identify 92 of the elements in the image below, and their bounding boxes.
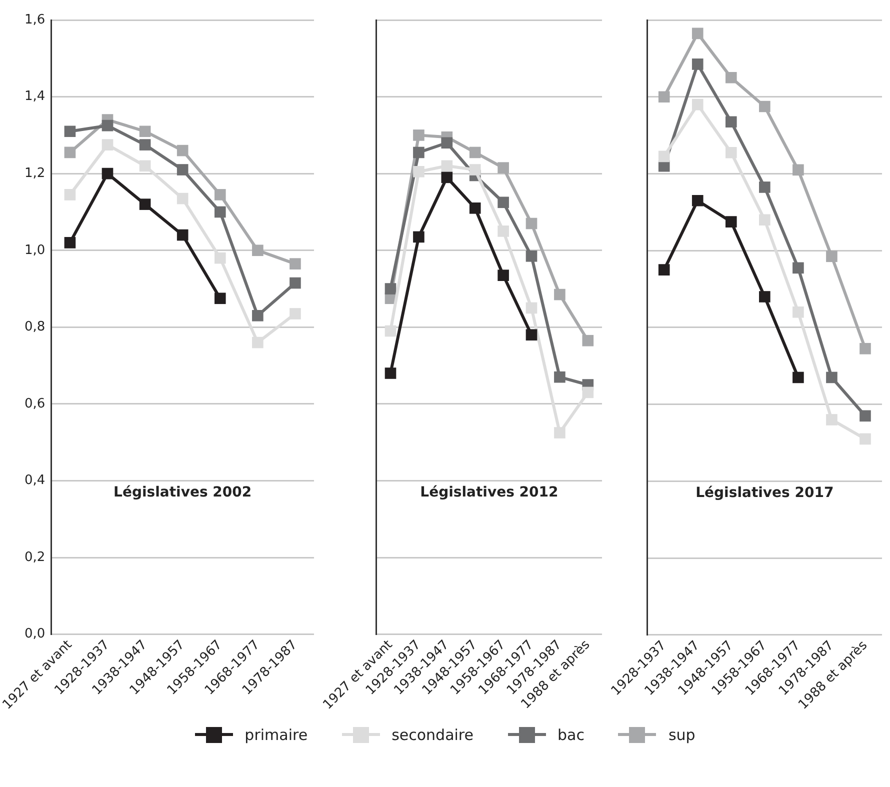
point: [252, 336, 264, 348]
y-tick-label: 0,0: [24, 626, 46, 642]
point: [554, 288, 566, 300]
point: [64, 189, 76, 200]
point: [441, 172, 453, 184]
point: [860, 433, 871, 445]
point: [64, 126, 76, 138]
point: [384, 283, 396, 294]
point: [498, 226, 509, 237]
point: [214, 206, 226, 218]
point: [252, 244, 264, 256]
point: [139, 126, 151, 138]
point: [139, 198, 151, 210]
point: [498, 196, 509, 208]
point: [252, 310, 264, 322]
point: [441, 137, 453, 149]
point: [658, 264, 670, 276]
point: [384, 325, 396, 337]
point: [526, 302, 538, 314]
point: [692, 194, 704, 206]
point: [214, 292, 226, 304]
point: [582, 334, 594, 346]
point: [290, 258, 301, 270]
point: [290, 277, 301, 289]
point: [214, 252, 226, 264]
point: [860, 410, 871, 422]
point: [826, 372, 838, 384]
legend-label: secondaire: [392, 726, 474, 744]
y-tick-label: 0,8: [24, 320, 46, 335]
point: [725, 116, 737, 128]
legend-label: primaire: [244, 726, 308, 744]
y-tick-label: 1,6: [24, 12, 46, 28]
point: [102, 120, 114, 132]
point: [498, 270, 509, 281]
point: [692, 28, 704, 40]
point: [759, 100, 770, 112]
point: [554, 427, 566, 438]
point: [759, 182, 770, 193]
point: [413, 130, 424, 141]
y-tick-label: 1,4: [24, 89, 46, 104]
point: [176, 164, 188, 176]
point: [413, 231, 424, 243]
point: [759, 214, 770, 226]
point: [554, 371, 566, 383]
point: [413, 146, 424, 158]
legend-label: sup: [668, 726, 696, 744]
point: [792, 262, 804, 274]
point: [469, 202, 481, 214]
point: [102, 168, 114, 180]
point: [792, 306, 804, 318]
point: [692, 98, 704, 110]
point: [826, 250, 838, 262]
point: [176, 229, 188, 241]
point: [526, 218, 538, 230]
point: [413, 166, 424, 178]
point: [469, 146, 481, 158]
text: Législatives 2012: [420, 484, 558, 501]
legend-label: bac: [558, 726, 584, 744]
point: [64, 146, 76, 158]
point: [384, 368, 396, 379]
point: [176, 144, 188, 156]
y-tick-label: 1,0: [24, 242, 46, 258]
point: [725, 72, 737, 84]
point: [692, 58, 704, 70]
point: [759, 291, 770, 302]
point: [658, 150, 670, 162]
point: [582, 386, 594, 398]
y-tick-label: 0,6: [24, 396, 46, 412]
y-tick-label: 0,4: [24, 473, 46, 488]
point: [826, 414, 838, 426]
text: Législatives 2017: [696, 485, 834, 502]
point: [64, 237, 76, 248]
point: [139, 139, 151, 150]
point: [498, 162, 509, 174]
point: [860, 342, 871, 354]
point: [526, 329, 538, 341]
point: [526, 250, 538, 262]
point: [658, 91, 670, 103]
point: [139, 160, 151, 172]
point: [102, 139, 114, 150]
y-tick-label: 1,2: [24, 166, 46, 181]
point: [176, 192, 188, 204]
point: [725, 146, 737, 158]
point: [214, 189, 226, 200]
y-tick-label: 0,2: [24, 550, 46, 565]
point: [792, 372, 804, 384]
point: [469, 164, 481, 176]
point: [792, 164, 804, 176]
point: [290, 308, 301, 320]
point: [725, 216, 737, 228]
text: Législatives 2002: [114, 484, 252, 501]
point: [441, 160, 453, 172]
